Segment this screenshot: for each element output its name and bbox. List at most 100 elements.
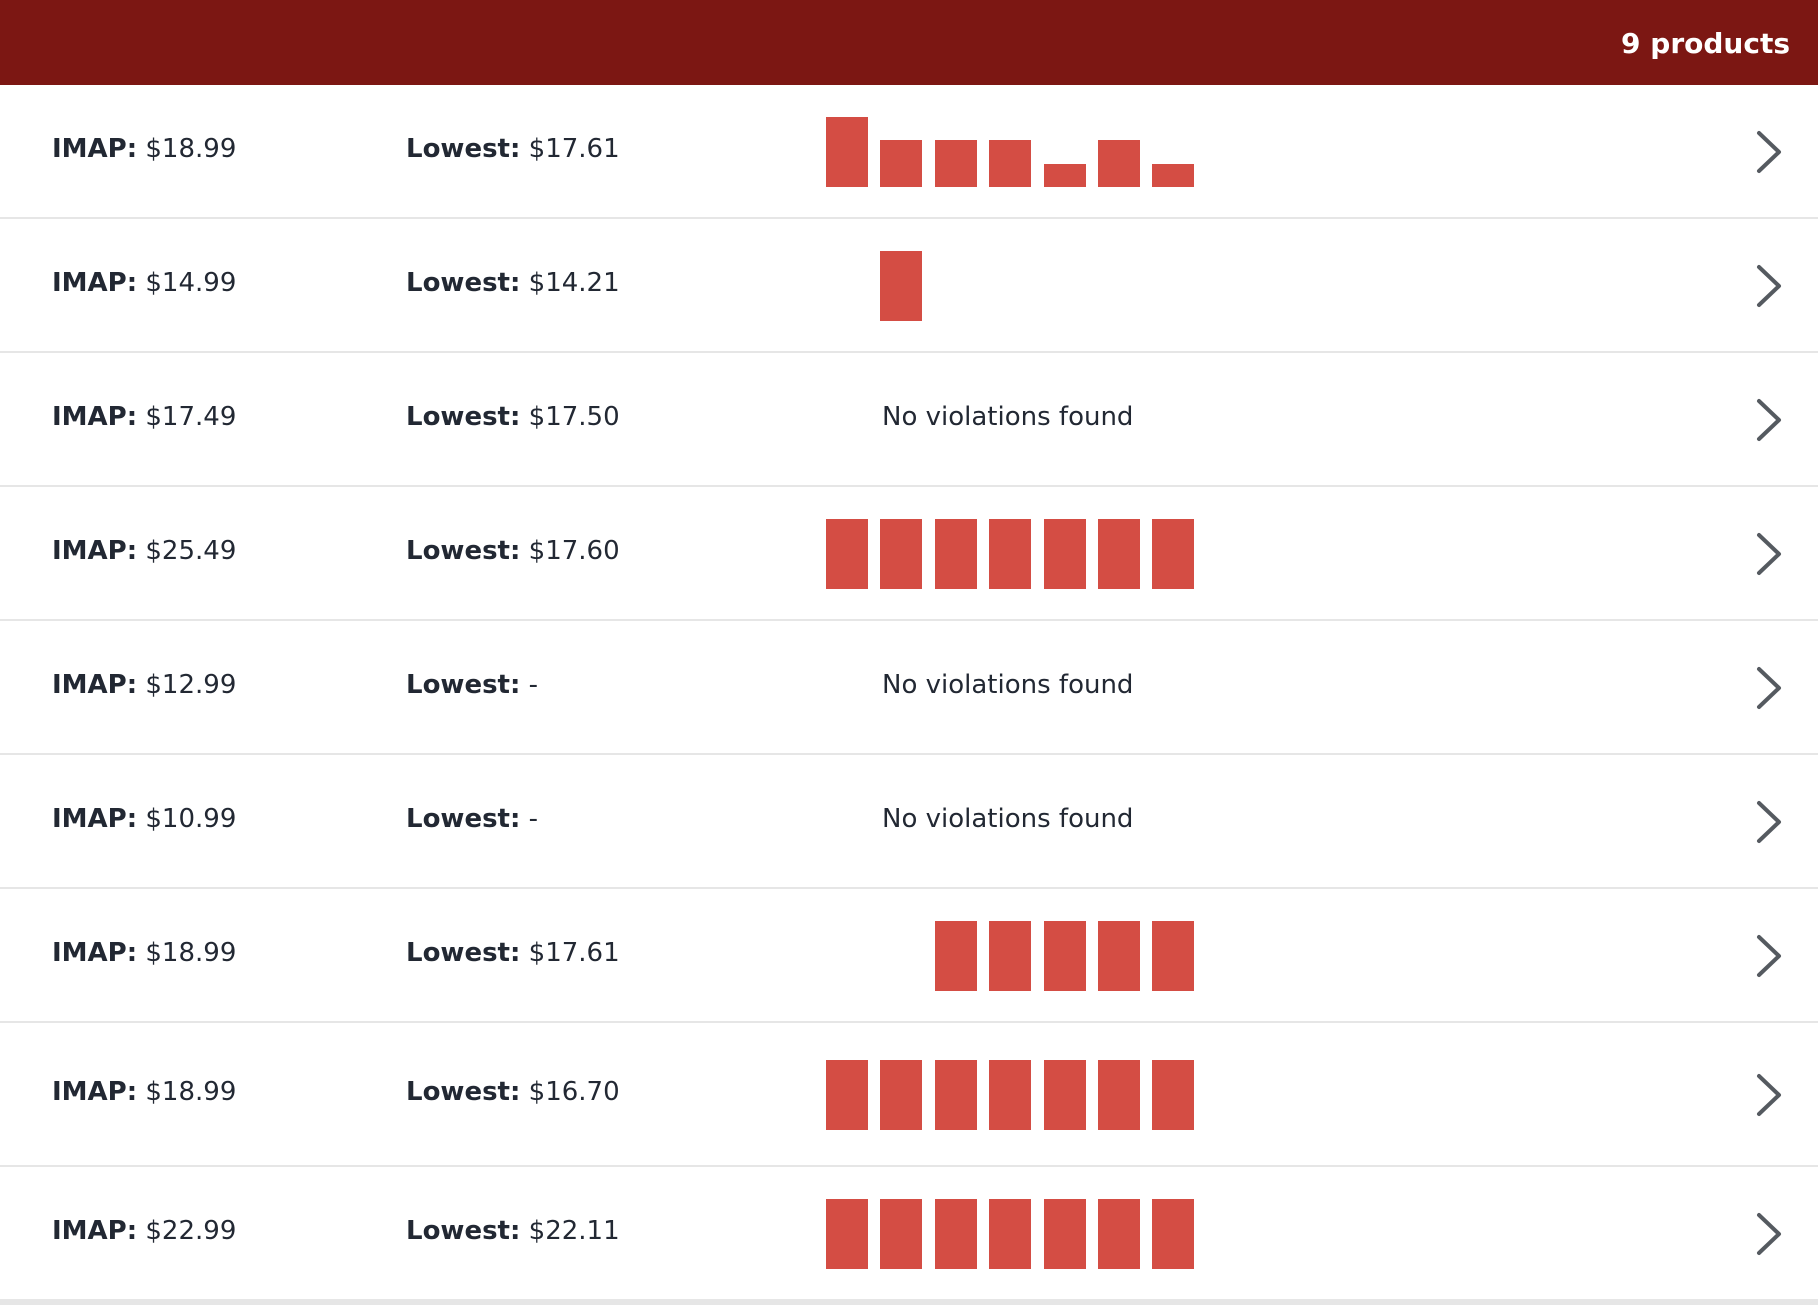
lowest-label: Lowest: <box>406 1077 521 1107</box>
imap-value: $14.99 <box>145 268 237 298</box>
imap-label: IMAP: <box>52 536 138 566</box>
imap-label: IMAP: <box>52 402 138 432</box>
violation-bar <box>1098 921 1140 991</box>
lowest-value: - <box>528 670 539 700</box>
no-violations-text: No violations found <box>882 402 1134 432</box>
violation-bar <box>1152 519 1194 589</box>
violation-bar <box>935 140 977 187</box>
imap-value: $25.49 <box>145 536 237 566</box>
chevron-right-icon[interactable] <box>1754 1212 1784 1256</box>
violation-bar <box>826 1060 868 1130</box>
lowest-price: Lowest: - <box>406 804 538 834</box>
lowest-label: Lowest: <box>406 134 521 164</box>
table-row[interactable]: IMAP: $22.99 Lowest: $22.11 <box>0 1167 1818 1301</box>
violation-bars <box>826 1167 1206 1299</box>
table-row[interactable]: IMAP: $10.99 Lowest: - No violations found <box>0 755 1818 889</box>
violation-bar <box>1098 140 1140 187</box>
lowest-value: - <box>528 804 539 834</box>
lowest-value: $17.61 <box>528 938 620 968</box>
lowest-price: Lowest: $17.50 <box>406 402 620 432</box>
imap-price: IMAP: $18.99 <box>52 134 236 164</box>
imap-price: IMAP: $18.99 <box>52 938 236 968</box>
lowest-label: Lowest: <box>406 1216 521 1246</box>
imap-label: IMAP: <box>52 670 138 700</box>
table-row[interactable]: IMAP: $17.49 Lowest: $17.50 No violations … <box>0 353 1818 487</box>
chevron-right-icon[interactable] <box>1754 264 1784 308</box>
violation-bar <box>1152 1060 1194 1130</box>
violation-bar <box>1152 164 1194 187</box>
violation-bar <box>880 140 922 187</box>
product-list: IMAP: $18.99 Lowest: $17.61 IMAP: $14.99 Lo… <box>0 85 1818 1301</box>
lowest-price: Lowest: - <box>406 670 538 700</box>
lowest-label: Lowest: <box>406 670 521 700</box>
chevron-right-icon[interactable] <box>1754 800 1784 844</box>
imap-price: IMAP: $10.99 <box>52 804 236 834</box>
violation-bar <box>1098 519 1140 589</box>
no-violations-text: No violations found <box>882 670 1134 700</box>
imap-value: $10.99 <box>145 804 237 834</box>
imap-value: $18.99 <box>145 134 237 164</box>
violation-bar <box>1098 1060 1140 1130</box>
violation-bars <box>826 889 1206 1021</box>
violation-bar <box>880 1060 922 1130</box>
violation-bar <box>989 1060 1031 1130</box>
violation-bar <box>989 921 1031 991</box>
chevron-right-icon[interactable] <box>1754 934 1784 978</box>
violation-bars <box>826 85 1206 217</box>
imap-value: $17.49 <box>145 402 237 432</box>
lowest-value: $16.70 <box>528 1077 620 1107</box>
lowest-value: $17.50 <box>528 402 620 432</box>
chevron-right-icon[interactable] <box>1754 1073 1784 1117</box>
imap-value: $18.99 <box>145 1077 237 1107</box>
violation-bar <box>935 1199 977 1269</box>
imap-price: IMAP: $17.49 <box>52 402 236 432</box>
lowest-price: Lowest: $14.21 <box>406 268 620 298</box>
violation-bar <box>880 519 922 589</box>
imap-value: $18.99 <box>145 938 237 968</box>
chevron-right-icon[interactable] <box>1754 666 1784 710</box>
chevron-right-icon[interactable] <box>1754 532 1784 576</box>
table-row[interactable]: IMAP: $12.99 Lowest: - No violations found <box>0 621 1818 755</box>
imap-price: IMAP: $18.99 <box>52 1077 236 1107</box>
lowest-label: Lowest: <box>406 536 521 566</box>
list-bottom-divider <box>0 1301 1818 1305</box>
lowest-price: Lowest: $22.11 <box>406 1216 620 1246</box>
table-row[interactable]: IMAP: $25.49 Lowest: $17.60 <box>0 487 1818 621</box>
violation-bars <box>826 1023 1206 1165</box>
lowest-value: $17.60 <box>528 536 620 566</box>
violation-bar <box>935 921 977 991</box>
table-row[interactable]: IMAP: $14.99 Lowest: $14.21 <box>0 219 1818 353</box>
imap-price: IMAP: $14.99 <box>52 268 236 298</box>
table-row[interactable]: IMAP: $18.99 Lowest: $16.70 <box>0 1023 1818 1167</box>
chevron-right-icon[interactable] <box>1754 130 1784 174</box>
violation-bar <box>1044 1199 1086 1269</box>
chevron-right-icon[interactable] <box>1754 398 1784 442</box>
imap-value: $12.99 <box>145 670 237 700</box>
violation-bar <box>989 1199 1031 1269</box>
violation-bar <box>826 1199 868 1269</box>
violation-bar <box>989 140 1031 187</box>
violation-bars <box>826 487 1206 619</box>
lowest-label: Lowest: <box>406 804 521 834</box>
lowest-label: Lowest: <box>406 938 521 968</box>
violation-bar <box>1044 164 1086 187</box>
lowest-price: Lowest: $16.70 <box>406 1077 620 1107</box>
table-row[interactable]: IMAP: $18.99 Lowest: $17.61 <box>0 889 1818 1023</box>
lowest-label: Lowest: <box>406 402 521 432</box>
lowest-value: $17.61 <box>528 134 620 164</box>
table-row[interactable]: IMAP: $18.99 Lowest: $17.61 <box>0 85 1818 219</box>
lowest-label: Lowest: <box>406 268 521 298</box>
imap-value: $22.99 <box>145 1216 237 1246</box>
imap-label: IMAP: <box>52 1216 138 1246</box>
violation-bar <box>935 1060 977 1130</box>
violation-bar <box>880 1199 922 1269</box>
violation-bar <box>1044 519 1086 589</box>
imap-price: IMAP: $25.49 <box>52 536 236 566</box>
violation-bar <box>1044 1060 1086 1130</box>
violation-bars <box>826 219 1206 351</box>
imap-label: IMAP: <box>52 1077 138 1107</box>
lowest-price: Lowest: $17.61 <box>406 134 620 164</box>
violation-bar <box>1152 921 1194 991</box>
product-count: 9 products <box>1621 27 1790 60</box>
imap-label: IMAP: <box>52 134 138 164</box>
